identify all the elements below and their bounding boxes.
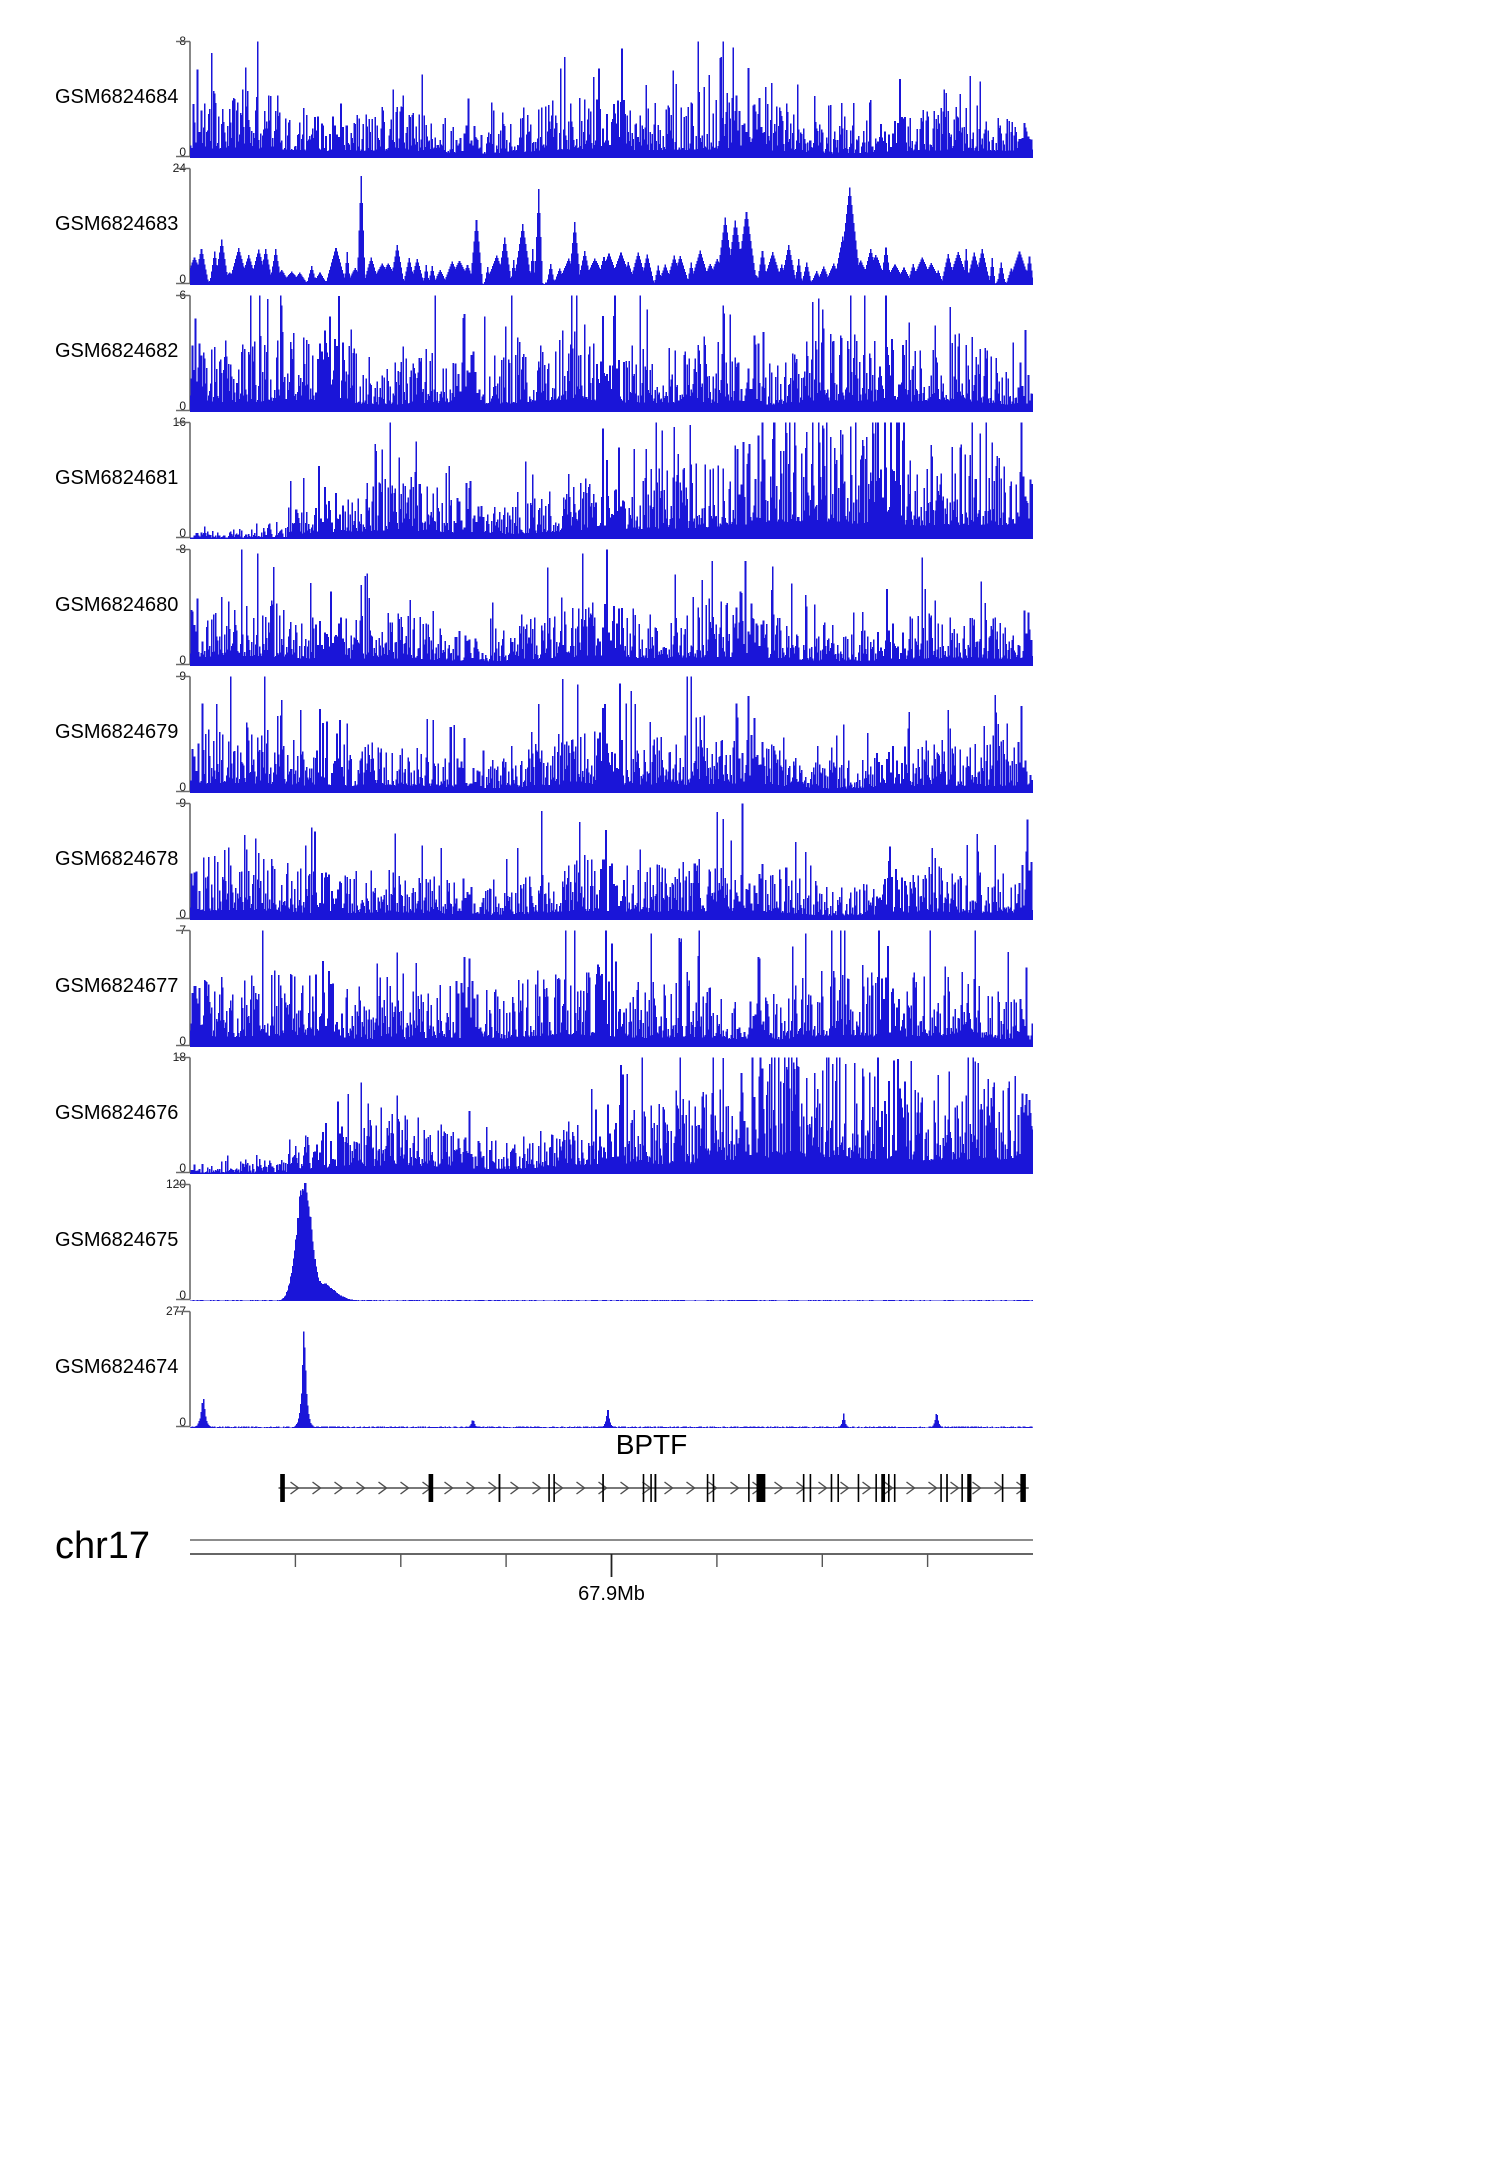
track-label-gsm6824679: GSM6824679: [55, 721, 179, 743]
track-label-gsm6824680: GSM6824680: [55, 594, 179, 616]
coverage-signal: [190, 675, 1033, 793]
axis-min-label: 0: [179, 272, 186, 286]
axis-min-label: 0: [179, 1288, 186, 1302]
coverage-signal: [190, 929, 1033, 1047]
track-label-gsm6824675: GSM6824675: [55, 1229, 179, 1251]
coverage-signal: [190, 40, 1033, 158]
chromosome-label: chr17: [55, 1525, 151, 1567]
axis-min-label: 0: [179, 145, 186, 159]
coverage-signal: [190, 1056, 1033, 1174]
track-y-axis: [176, 929, 192, 1047]
axis-position-label: 67.9Mb: [578, 1583, 645, 1605]
track-y-axis: [176, 548, 192, 666]
coverage-track: GSM6824684 8 0: [0, 35, 1080, 159]
chromosome-axis[interactable]: [190, 1537, 1033, 1583]
track-label-gsm6824677: GSM6824677: [55, 975, 179, 997]
axis-min-label: 0: [179, 1161, 186, 1175]
track-y-axis: [176, 167, 192, 285]
coverage-track: GSM6824682 6 0: [0, 289, 1080, 413]
coverage-track: GSM6824679 9 0: [0, 670, 1080, 794]
track-label-gsm6824674: GSM6824674: [55, 1356, 179, 1378]
coverage-track: GSM6824680 8 0: [0, 543, 1080, 667]
track-label-gsm6824678: GSM6824678: [55, 848, 179, 870]
coverage-signal: [190, 167, 1033, 285]
coverage-track: GSM6824674 277 0: [0, 1305, 1080, 1429]
track-y-axis: [176, 675, 192, 793]
track-y-axis: [176, 1056, 192, 1174]
track-y-axis: [176, 294, 192, 412]
coverage-track: GSM6824676 18 0: [0, 1051, 1080, 1175]
track-y-axis: [176, 802, 192, 920]
axis-min-label: 0: [179, 399, 186, 413]
coverage-track: GSM6824675 120 0: [0, 1178, 1080, 1302]
coverage-signal: [190, 802, 1033, 920]
track-y-axis: [176, 1183, 192, 1301]
coverage-signal: [190, 294, 1033, 412]
coverage-signal: [190, 421, 1033, 539]
track-label-gsm6824682: GSM6824682: [55, 340, 179, 362]
track-label-gsm6824683: GSM6824683: [55, 213, 179, 235]
axis-min-label: 0: [179, 907, 186, 921]
track-y-axis: [176, 1310, 192, 1428]
track-label-gsm6824684: GSM6824684: [55, 86, 179, 108]
axis-max-label: 277: [165, 1304, 186, 1318]
coverage-signal: [190, 1183, 1033, 1301]
coverage-signal: [190, 1310, 1033, 1428]
axis-min-label: 0: [179, 1415, 186, 1429]
axis-min-label: 0: [179, 653, 186, 667]
track-y-axis: [176, 421, 192, 539]
gene-name-label: BPTF: [615, 1429, 688, 1460]
coverage-track: GSM6824681 16 0: [0, 416, 1080, 540]
track-y-axis: [176, 40, 192, 158]
coverage-signal: [190, 548, 1033, 666]
axis-max-label: 120: [165, 1177, 186, 1191]
axis-min-label: 0: [179, 1034, 186, 1048]
track-label-gsm6824681: GSM6824681: [55, 467, 179, 489]
gene-model-track[interactable]: [190, 1465, 1033, 1511]
track-label-gsm6824676: GSM6824676: [55, 1102, 179, 1124]
coverage-track: GSM6824677 7 0: [0, 924, 1080, 1048]
coverage-track: GSM6824683 24 0: [0, 162, 1080, 286]
axis-min-label: 0: [179, 780, 186, 794]
axis-min-label: 0: [179, 526, 186, 540]
coverage-track: GSM6824678 9 0: [0, 797, 1080, 921]
